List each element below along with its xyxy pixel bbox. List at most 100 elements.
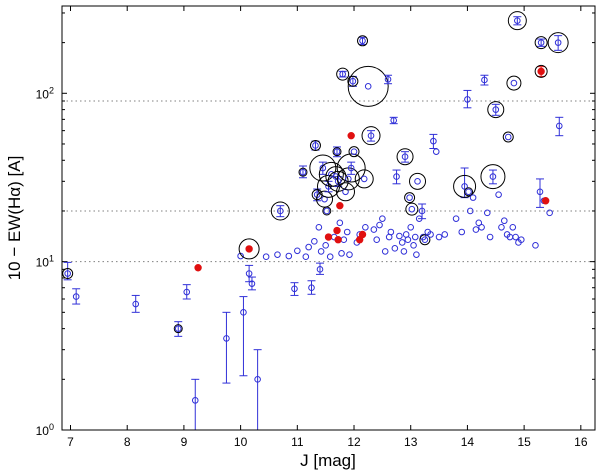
size-ring: [336, 67, 350, 81]
point-marker: [509, 223, 517, 231]
size-ring: [173, 324, 183, 334]
point-marker: [317, 248, 325, 255]
point-marker: [504, 133, 512, 141]
open-point: [290, 282, 299, 296]
point-marker: [316, 266, 324, 273]
size-ring: [357, 35, 369, 47]
point-marker: [481, 76, 488, 84]
size-ring: [318, 161, 344, 187]
point-marker: [464, 96, 471, 103]
open-point: [262, 253, 270, 260]
point-marker: [512, 233, 519, 241]
open-point: [517, 236, 525, 244]
x-tick-label: 8: [124, 435, 131, 449]
open-point: [315, 223, 323, 231]
point-marker: [299, 168, 307, 176]
size-ring: [347, 65, 389, 107]
point-marker: [339, 70, 346, 78]
point-marker: [362, 223, 369, 231]
open-point: [441, 231, 449, 238]
open-point: [555, 116, 564, 137]
size-ring: [336, 182, 356, 202]
open-point: [547, 32, 569, 54]
open-point: [411, 233, 419, 241]
open-point: [532, 242, 539, 249]
open-point: [466, 207, 474, 215]
point-marker: [338, 250, 345, 257]
point-marker: [262, 253, 270, 260]
point-marker: [277, 207, 284, 215]
point-marker: [294, 247, 301, 255]
open-point: [362, 223, 369, 231]
point-marker: [333, 226, 341, 235]
point-marker: [430, 137, 437, 145]
y-tick-label: 102: [36, 85, 54, 101]
open-point: [361, 126, 381, 146]
open-point: [315, 262, 324, 275]
size-ring: [322, 206, 332, 216]
filled-point: [333, 226, 341, 235]
filled-point: [194, 264, 202, 272]
point-marker: [373, 236, 380, 244]
open-point: [336, 153, 366, 183]
filled-point: [324, 233, 333, 241]
point-marker: [500, 217, 508, 225]
open-point: [343, 228, 351, 236]
point-marker: [336, 219, 344, 227]
open-point: [398, 239, 406, 246]
open-point: [302, 253, 310, 260]
point-marker: [308, 284, 315, 292]
point-marker: [347, 131, 355, 140]
open-point: [469, 194, 477, 201]
x-tick-label: 7: [67, 435, 74, 449]
open-point: [347, 65, 389, 107]
open-point: [354, 169, 374, 189]
size-ring: [502, 131, 514, 143]
point-marker: [398, 239, 406, 246]
open-point: [379, 215, 386, 222]
size-ring: [506, 75, 522, 91]
open-point: [338, 250, 345, 257]
size-ring: [405, 202, 419, 216]
y-tick-label: 100: [36, 422, 54, 438]
point-marker: [401, 153, 409, 161]
y-tick-base: 10: [36, 424, 50, 438]
open-point: [452, 215, 460, 222]
open-point: [396, 148, 414, 166]
point-marker: [349, 77, 357, 85]
point-marker: [393, 173, 400, 180]
open-point: [311, 238, 318, 245]
point-marker: [498, 223, 505, 231]
open-point: [427, 231, 434, 238]
open-point: [322, 242, 329, 249]
point-marker: [333, 148, 341, 155]
open-point: [410, 242, 417, 249]
filled-point: [541, 197, 550, 205]
open-point: [535, 178, 544, 208]
point-marker: [183, 288, 191, 296]
open-point: [413, 251, 420, 258]
point-marker: [452, 215, 460, 222]
point-marker: [322, 242, 329, 249]
size-ring: [453, 174, 477, 198]
open-point: [239, 296, 248, 377]
point-marker: [245, 245, 253, 253]
open-point: [309, 139, 321, 151]
point-marker: [427, 231, 434, 238]
open-point: [373, 236, 380, 244]
point-marker: [478, 223, 485, 231]
open-point: [495, 191, 502, 198]
point-marker: [237, 252, 244, 260]
open-point: [546, 209, 553, 217]
point-marker: [541, 197, 550, 205]
point-marker: [342, 188, 349, 196]
filled-point: [336, 201, 344, 210]
open-point: [506, 75, 522, 91]
open-point: [376, 221, 383, 229]
open-point: [307, 280, 316, 295]
point-marker: [537, 39, 545, 46]
size-ring: [270, 201, 290, 221]
point-marker: [72, 293, 80, 300]
open-point: [332, 146, 342, 158]
open-point: [464, 187, 474, 197]
